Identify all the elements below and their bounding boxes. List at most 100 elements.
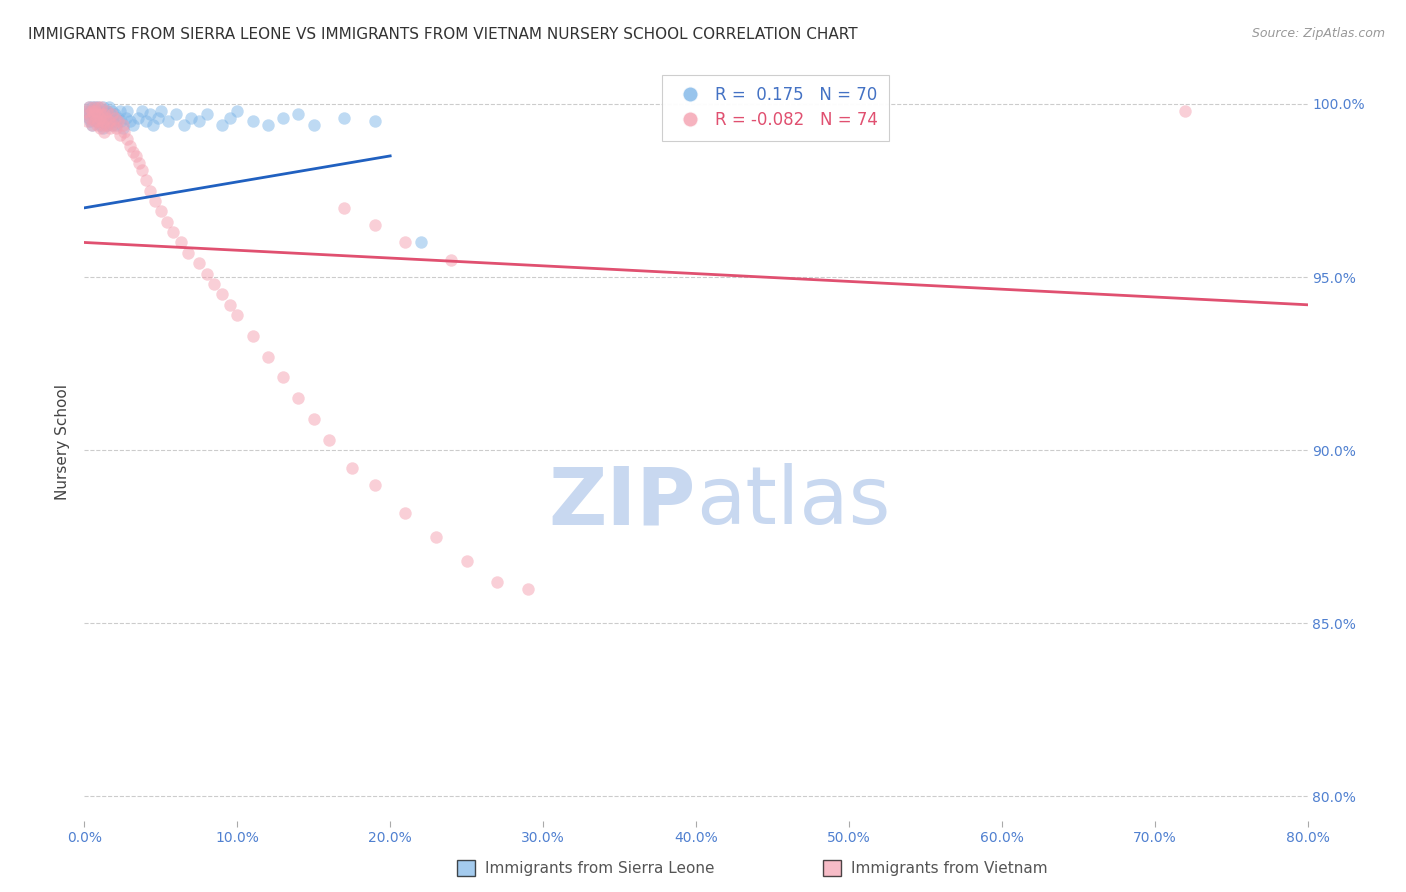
Point (146, 111, 169, 125)
Point (87, 100, 110, 114)
Point (94, 114, 117, 128)
Point (195, 107, 218, 121)
Point (87, 111, 110, 125)
Point (104, 107, 127, 121)
Point (86, 107, 108, 121)
Point (125, 149, 148, 163)
Point (139, 184, 162, 198)
Point (79, 114, 101, 128)
Point (94, 111, 117, 125)
Point (76, 107, 98, 121)
Text: ZIP: ZIP (548, 463, 696, 541)
Point (486, 574, 509, 589)
Point (90, 103, 112, 118)
Point (218, 298, 240, 312)
Point (271, 111, 294, 125)
Point (135, 114, 157, 128)
Point (302, 118, 325, 132)
Point (96, 118, 118, 132)
Point (173, 118, 195, 132)
Text: Source: ZipAtlas.com: Source: ZipAtlas.com (1251, 27, 1385, 40)
Point (84, 100, 107, 114)
Point (149, 204, 172, 219)
Point (218, 111, 240, 125)
Point (162, 225, 184, 239)
Point (80, 100, 103, 114)
Point (257, 350, 280, 364)
Point (97, 100, 120, 114)
Point (90, 114, 112, 128)
Point (202, 277, 225, 291)
Point (157, 114, 180, 128)
Point (93, 111, 115, 125)
Point (131, 162, 153, 177)
Point (226, 103, 249, 118)
Point (108, 103, 131, 118)
Point (302, 412, 325, 426)
Point (340, 460, 363, 475)
Point (149, 103, 172, 118)
Point (84, 103, 107, 118)
Point (76, 114, 98, 128)
Point (364, 478, 387, 492)
Point (104, 111, 127, 125)
Point (107, 114, 129, 128)
Point (111, 118, 134, 132)
Point (107, 111, 129, 125)
Point (91, 114, 114, 128)
Point (94, 107, 117, 121)
Point (128, 156, 150, 170)
Point (440, 252, 463, 267)
Point (195, 267, 218, 281)
Point (87, 114, 110, 128)
Point (110, 114, 132, 128)
Point (180, 111, 202, 125)
Point (91, 121, 114, 136)
Text: Immigrants from Vietnam: Immigrants from Vietnam (851, 862, 1047, 876)
Point (101, 118, 124, 132)
Point (127, 111, 149, 125)
Point (89, 107, 111, 121)
Point (122, 118, 145, 132)
Point (242, 329, 264, 343)
Point (80, 103, 103, 118)
Legend: R =  0.175   N = 70, R = -0.082   N = 74: R = 0.175 N = 70, R = -0.082 N = 74 (662, 75, 890, 141)
Point (105, 118, 128, 132)
Point (425, 530, 447, 544)
Point (333, 201, 356, 215)
Point (86, 118, 108, 132)
Text: Immigrants from Sierra Leone: Immigrants from Sierra Leone (485, 862, 714, 876)
Point (93, 107, 115, 121)
Point (98, 121, 121, 136)
Point (84, 107, 107, 121)
Point (211, 287, 233, 301)
Point (96, 103, 118, 118)
Point (115, 131, 138, 145)
Point (83, 100, 105, 114)
Point (139, 107, 162, 121)
Point (77, 107, 100, 121)
Point (333, 111, 356, 125)
Point (79, 111, 101, 125)
Point (80, 118, 103, 132)
Point (131, 103, 153, 118)
Point (111, 121, 134, 136)
Point (156, 215, 179, 229)
Point (188, 256, 211, 270)
Point (93, 103, 115, 118)
Point (103, 114, 125, 128)
Point (101, 107, 124, 121)
Point (91, 107, 114, 121)
Point (287, 391, 309, 405)
Point (516, 582, 538, 596)
Point (211, 118, 233, 132)
Point (287, 107, 309, 121)
Point (80, 107, 103, 121)
Point (364, 218, 387, 232)
Point (84, 114, 107, 128)
Point (87, 100, 110, 114)
Text: IMMIGRANTS FROM SIERRA LEONE VS IMMIGRANTS FROM VIETNAM NURSERY SCHOOL CORRELATI: IMMIGRANTS FROM SIERRA LEONE VS IMMIGRAN… (28, 27, 858, 42)
Point (108, 128, 131, 143)
Point (364, 114, 387, 128)
Point (83, 103, 105, 118)
